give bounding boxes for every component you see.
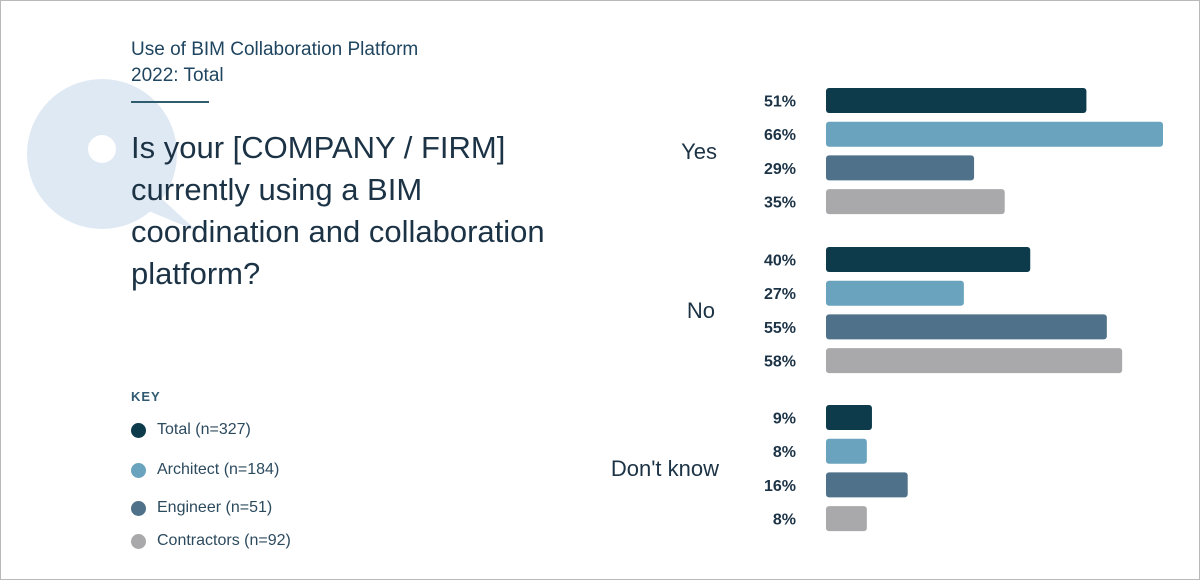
legend-swatch xyxy=(131,422,146,438)
bar xyxy=(826,121,1163,147)
bar xyxy=(826,88,1087,113)
data-label: 16% xyxy=(764,478,796,495)
bar xyxy=(826,314,1107,340)
bar xyxy=(826,280,964,306)
data-label: 40% xyxy=(764,253,796,270)
legend-label: Architect (n=184) xyxy=(157,461,280,478)
legend-swatch xyxy=(131,462,146,478)
bar xyxy=(826,247,1031,272)
legend-item: Contractors (n=92) xyxy=(131,532,291,550)
category-label: No xyxy=(687,298,715,323)
category-label: Don't know xyxy=(611,456,719,481)
data-label: 35% xyxy=(764,195,796,212)
data-label: 8% xyxy=(773,512,796,529)
data-label: 29% xyxy=(764,161,796,178)
legend-label: Contractors (n=92) xyxy=(157,532,291,549)
data-label: 55% xyxy=(764,320,796,337)
legend-item: Engineer (n=51) xyxy=(131,499,272,517)
bar xyxy=(826,438,867,464)
legend-title: KEY xyxy=(131,389,161,404)
data-label: 8% xyxy=(773,444,796,461)
bar xyxy=(826,189,1005,215)
title-divider xyxy=(131,101,209,103)
legend-label: Engineer (n=51) xyxy=(157,499,273,516)
bar xyxy=(826,506,867,532)
data-label: 58% xyxy=(764,354,796,371)
legend-swatch xyxy=(131,500,146,516)
data-label: 66% xyxy=(764,127,796,144)
legend-item: Architect (n=184) xyxy=(131,461,279,479)
legend-label: Total (n=327) xyxy=(157,421,251,438)
category-label: Yes xyxy=(681,139,717,164)
chart-kicker-title: Use of BIM Collaboration Platform 2022: … xyxy=(131,39,419,86)
bar xyxy=(826,348,1123,374)
bar xyxy=(826,155,975,181)
legend-item: Total (n=327) xyxy=(131,421,251,439)
survey-question: Is your [COMPANY / FIRM] currently using… xyxy=(131,130,545,291)
data-label: 51% xyxy=(764,94,796,111)
bar xyxy=(826,405,872,430)
decorative-bubble-dot xyxy=(88,135,116,163)
data-label: 27% xyxy=(764,286,796,303)
legend-swatch xyxy=(131,533,146,549)
data-label: 9% xyxy=(773,411,796,428)
bar xyxy=(826,472,908,498)
